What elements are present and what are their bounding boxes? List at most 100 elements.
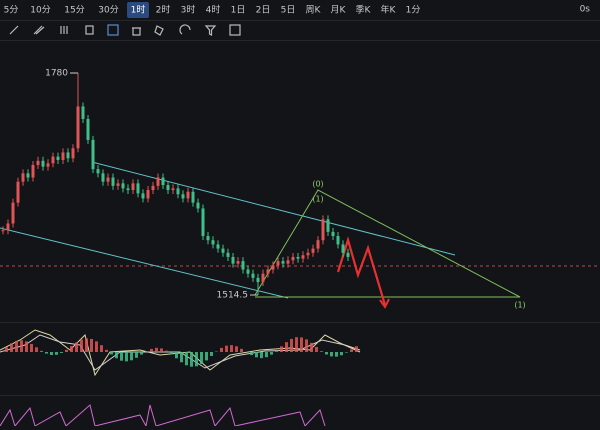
candle: [122, 183, 125, 188]
period-tab[interactable]: 年K: [381, 4, 397, 16]
candle: [197, 203, 200, 209]
period-tab[interactable]: 季K: [356, 4, 372, 16]
macd-bar: [125, 352, 128, 361]
period-tab[interactable]: 5分: [4, 5, 19, 16]
candle: [237, 261, 240, 264]
candle: [222, 249, 225, 253]
candle: [7, 224, 10, 231]
period-tab[interactable]: 30分: [98, 5, 118, 16]
candle: [182, 194, 185, 198]
macd-bar: [45, 352, 48, 354]
candle: [337, 236, 340, 244]
macd-bar: [285, 342, 288, 352]
macd-bar: [280, 346, 283, 352]
candle: [77, 106, 80, 148]
candle: [72, 148, 75, 158]
candle: [152, 186, 155, 190]
macd-bar: [340, 352, 343, 355]
candle: [37, 161, 40, 165]
candle: [332, 232, 335, 236]
macd-bar: [55, 352, 58, 355]
macd-bar: [250, 352, 253, 355]
macd-bar: [200, 352, 203, 364]
macd-bar: [70, 346, 73, 352]
macd-bar: [85, 338, 88, 352]
candle: [157, 178, 160, 186]
low-label: 1514.5: [217, 291, 249, 301]
macd-bar: [30, 344, 33, 352]
period-tab[interactable]: 2日: [256, 5, 271, 16]
candle: [257, 278, 260, 282]
candle: [322, 219, 325, 240]
period-tab[interactable]: 5日: [281, 5, 296, 16]
macd-bar: [320, 351, 323, 352]
countdown: 0s: [580, 5, 591, 15]
candle: [347, 253, 350, 257]
macd-bar: [260, 352, 263, 358]
macd-bar: [140, 352, 143, 355]
candle: [57, 157, 60, 160]
candle: [107, 178, 110, 182]
macd-bar: [165, 351, 168, 352]
macd-bar: [305, 339, 308, 352]
candle: [172, 188, 175, 190]
macd-bar: [190, 352, 193, 367]
candle: [282, 261, 285, 264]
candle: [277, 261, 280, 265]
macd-bar: [185, 352, 188, 365]
macd-bar: [295, 337, 298, 352]
candle: [302, 255, 305, 258]
candle: [62, 152, 65, 160]
macd-bar: [95, 341, 98, 352]
candle: [312, 249, 315, 253]
macd-bar: [155, 348, 158, 352]
macd-bar: [290, 339, 293, 352]
period-tab[interactable]: 10分: [30, 5, 50, 16]
candle: [307, 253, 310, 256]
candle: [202, 208, 205, 236]
candle: [147, 190, 150, 198]
high-label: 1780: [45, 69, 68, 79]
candle: [187, 192, 190, 199]
macd-bar: [315, 347, 318, 352]
macd-bar: [355, 346, 358, 352]
macd-bar: [115, 352, 118, 358]
macd-bar: [135, 352, 138, 358]
wave-label: (1): [514, 301, 525, 310]
candle: [192, 192, 195, 203]
candle: [167, 185, 170, 190]
period-tab[interactable]: 3时: [181, 4, 196, 16]
candle: [272, 265, 275, 269]
candle: [297, 257, 300, 259]
candle: [117, 183, 120, 186]
candle: [32, 165, 35, 178]
period-tab[interactable]: 4时: [206, 4, 221, 16]
candle: [162, 178, 165, 186]
macd-bar: [235, 346, 238, 352]
period-tab[interactable]: 1日: [231, 5, 246, 16]
macd-bar: [40, 351, 43, 352]
candle: [67, 152, 70, 158]
candle: [287, 260, 290, 263]
candle: [22, 173, 25, 181]
macd-bar: [65, 350, 68, 352]
candle: [112, 178, 115, 186]
period-tab[interactable]: 1时: [131, 4, 146, 16]
candle: [127, 188, 130, 190]
macd-bar: [160, 348, 163, 352]
period-tab[interactable]: 周K: [306, 5, 322, 16]
period-tab[interactable]: 月K: [331, 5, 347, 16]
macd-bar: [345, 352, 348, 353]
macd-bar: [210, 352, 213, 356]
macd-bar: [310, 343, 313, 352]
period-tab[interactable]: 1分: [406, 5, 421, 16]
macd-bar: [110, 352, 113, 354]
period-tab[interactable]: 15分: [64, 5, 84, 16]
macd-bar: [20, 340, 23, 352]
candle: [137, 183, 140, 193]
macd-bar: [90, 339, 93, 352]
macd-bar: [130, 352, 133, 360]
candle: [292, 257, 295, 260]
period-tab[interactable]: 2时: [156, 4, 171, 16]
